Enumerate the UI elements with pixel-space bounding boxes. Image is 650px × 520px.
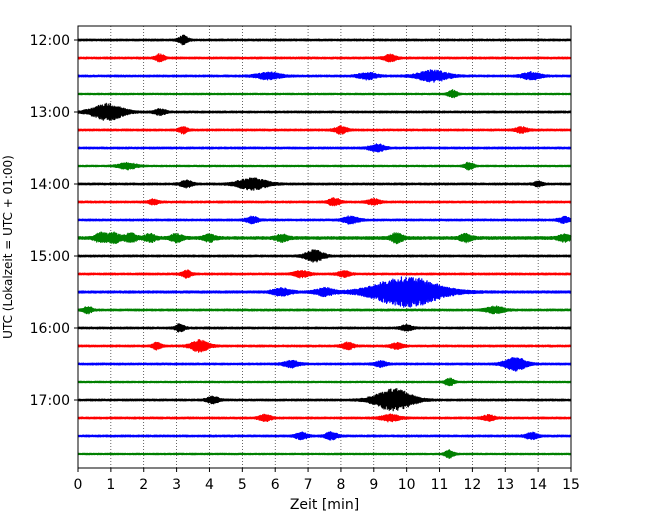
y-tick-label-0: 12:00 (30, 33, 70, 49)
y-axis: 12:00 13:00 14:00 15:00 16:00 17:00 (30, 33, 78, 409)
x-tick-label-4: 4 (205, 477, 214, 493)
x-tick-label-5: 5 (238, 477, 247, 493)
trace-1300 (77, 102, 572, 121)
y-tick-label-4: 16:00 (30, 321, 70, 337)
trace-group (77, 34, 572, 459)
x-tick-label-1: 1 (106, 477, 115, 493)
trace-1730 (77, 431, 572, 441)
plot-frame (77, 25, 572, 469)
trace-1330 (77, 143, 572, 153)
x-axis-label: Zeit [min] (290, 497, 359, 513)
trace-1230 (77, 69, 572, 83)
x-tick-label-7: 7 (304, 477, 313, 493)
trace-1645 (77, 377, 572, 387)
trace-1515 (77, 269, 572, 279)
trace-1600 (77, 323, 572, 333)
trace-1745 (77, 449, 572, 459)
trace-1500 (77, 249, 572, 263)
y-tick-label-1: 13:00 (30, 105, 70, 121)
trace-1530 (77, 276, 572, 308)
vertical-grid (77, 26, 572, 468)
trace-1615 (77, 339, 572, 353)
x-tick-label-10: 10 (398, 477, 416, 493)
trace-1200 (77, 34, 572, 46)
y-axis-label: UTC (Lokalzeit = UTC + 01:00) (1, 155, 15, 339)
trace-1715 (77, 413, 572, 423)
x-tick-label-12: 12 (463, 477, 481, 493)
x-tick-label-11: 11 (431, 477, 449, 493)
x-tick-label-14: 14 (529, 477, 547, 493)
x-tick-label-2: 2 (139, 477, 148, 493)
y-tick-label-3: 15:00 (30, 249, 70, 265)
trace-1215 (77, 53, 572, 63)
x-tick-label-9: 9 (369, 477, 378, 493)
trace-1345 (77, 161, 572, 171)
x-tick-label-8: 8 (336, 477, 345, 493)
x-tick-label-6: 6 (271, 477, 280, 493)
trace-1430 (77, 215, 572, 225)
trace-1630 (77, 357, 572, 372)
trace-1245 (77, 89, 572, 99)
y-tick-label-2: 14:00 (30, 177, 70, 193)
x-tick-label-15: 15 (562, 477, 580, 493)
x-axis: 0 1 2 3 4 5 6 7 8 9 10 11 12 13 14 15 (74, 468, 580, 493)
trace-1415 (77, 197, 572, 207)
x-tick-label-13: 13 (496, 477, 514, 493)
trace-1545 (77, 305, 572, 315)
y-tick-label-5: 17:00 (30, 393, 70, 409)
trace-1445 (77, 231, 572, 245)
trace-1400 (77, 177, 572, 191)
x-tick-label-0: 0 (74, 477, 83, 493)
x-tick-label-3: 3 (172, 477, 181, 493)
trace-1700 (77, 388, 572, 412)
trace-1315 (77, 124, 572, 135)
